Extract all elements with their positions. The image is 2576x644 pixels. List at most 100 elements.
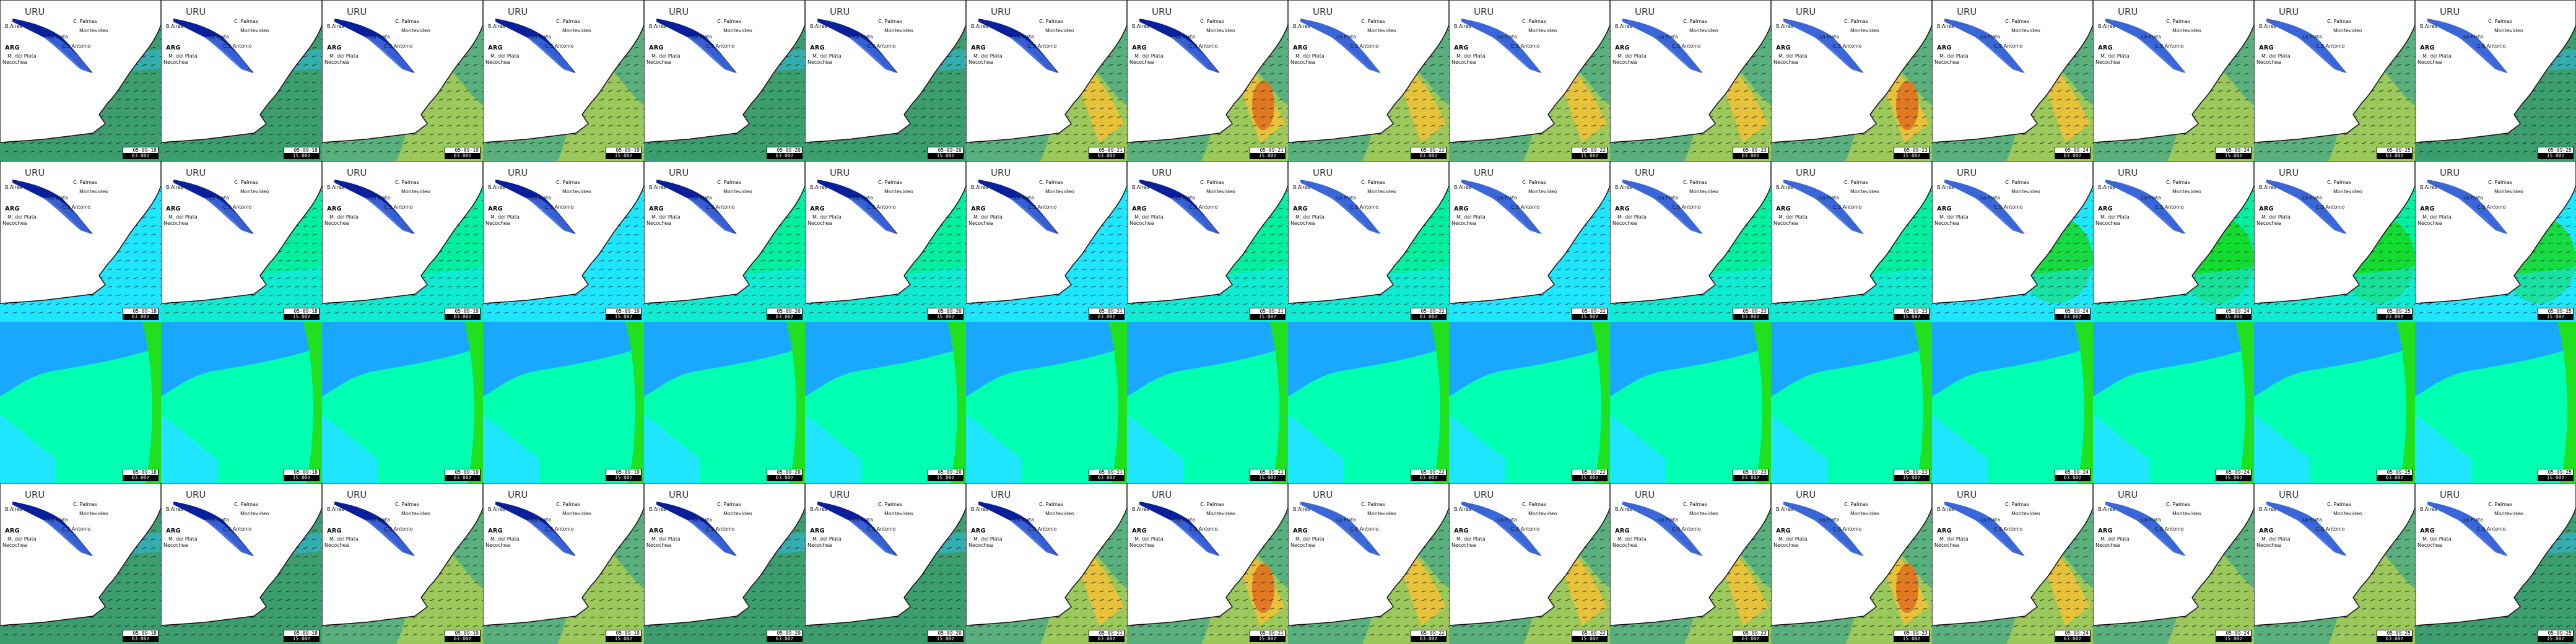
map-canvas [1449, 322, 1610, 483]
map-label-city-colonia: C. Palmas [878, 502, 902, 507]
map-label-city-mar-del-plata: M. del Plata [2261, 214, 2291, 220]
map-label-cape-san-antonio: C.S.Antonio [2155, 43, 2184, 49]
map-canvas [1610, 161, 1771, 322]
map-label-country-north: URU [1313, 6, 1333, 17]
map-label-city-colonia: C. Palmas [2327, 502, 2351, 507]
map-label-country-south: ARG [810, 45, 825, 51]
map-label-country-north: URU [186, 6, 206, 17]
stamp-date: 05-09-18 [123, 630, 157, 636]
map-label-country-south: ARG [1937, 206, 1952, 212]
map-label-city-colonia: C. Palmas [1039, 502, 1063, 507]
map-label-city-mar-del-plata: M. del Plata [1617, 53, 1647, 59]
map-label-cape-san-antonio: C.S.Antonio [384, 43, 413, 49]
map-label-city-montevideo: Montevideo [79, 189, 108, 194]
map-label-city-necochea: Necochea [1934, 220, 1959, 226]
time-stamp: 05-09-22 03:00z [1411, 469, 1447, 481]
stamp-hour: 15:00z [1894, 153, 1929, 159]
map-label-city-mar-del-plata: M. del Plata [1295, 53, 1325, 59]
stamp-hour: 03:00z [1089, 636, 1124, 642]
map-label-city-buenos-aires: B.Aires [971, 507, 988, 512]
time-stamp: 05-09-19 15:00z [606, 147, 642, 159]
map-label-city-mar-del-plata: M. del Plata [1456, 214, 1486, 220]
map-label-city-montevideo: Montevideo [562, 189, 591, 194]
map-canvas [1288, 483, 1449, 644]
map-panel-wave-period-6: 05-09-20 15:00z [805, 322, 966, 483]
map-label-city-buenos-aires: B.Aires [166, 24, 183, 29]
stamp-hour: 03:00z [767, 475, 802, 481]
map-label-city-la-plata: La Plata [853, 517, 873, 523]
map-label-cape-san-antonio: C.S.Antonio [1350, 526, 1379, 532]
map-label-city-montevideo: Montevideo [2494, 28, 2523, 33]
map-label-city-necochea: Necochea [1773, 59, 1798, 65]
time-stamp: 05-09-20 03:00z [767, 630, 803, 642]
map-canvas [0, 161, 161, 322]
map-label-city-necochea: Necochea [2417, 220, 2442, 226]
map-label-city-buenos-aires: B.Aires [1132, 185, 1149, 190]
map-label-city-montevideo: Montevideo [2172, 28, 2201, 33]
map-canvas [1610, 483, 1771, 644]
map-label-country-south: ARG [5, 45, 20, 51]
map-canvas [483, 161, 644, 322]
map-label-country-north: URU [508, 6, 528, 17]
map-label-city-buenos-aires: B.Aires [1293, 185, 1310, 190]
map-label-city-mar-del-plata: M. del Plata [1295, 214, 1325, 220]
time-stamp: 05-09-25 15:00z [2538, 630, 2574, 642]
map-label-city-montevideo: Montevideo [1045, 28, 1074, 33]
map-label-city-colonia: C. Palmas [556, 180, 580, 185]
map-label-city-mar-del-plata: M. del Plata [812, 214, 842, 220]
map-panel-wind-field-11: URU C. Palmas B.Aires Montevideo La Plata C.S… [1610, 0, 1771, 161]
map-label-city-necochea: Necochea [1934, 542, 1959, 548]
map-label-city-mar-del-plata: M. del Plata [2100, 214, 2130, 220]
map-canvas [2093, 0, 2254, 161]
map-label-country-north: URU [1796, 6, 1816, 17]
map-canvas [2254, 161, 2415, 322]
time-stamp: 05-09-25 03:00z [2377, 147, 2413, 159]
map-label-city-necochea: Necochea [968, 542, 993, 548]
map-canvas [0, 322, 161, 483]
map-panel-wave-height-14: URU C. Palmas B.Aires Montevideo La Plata C.S… [2093, 161, 2254, 322]
stamp-date: 05-09-18 [284, 308, 318, 314]
map-label-city-la-plata: La Plata [1336, 517, 1356, 523]
map-label-city-necochea: Necochea [324, 220, 349, 226]
stamp-date: 05-09-22 [1411, 469, 1445, 475]
map-label-city-montevideo: Montevideo [1206, 28, 1235, 33]
stamp-date: 05-09-20 [767, 147, 801, 153]
map-label-cape-san-antonio: C.S.Antonio [2316, 43, 2345, 49]
stamp-hour: 03:00z [2377, 153, 2412, 159]
map-label-city-buenos-aires: B.Aires [488, 507, 505, 512]
map-label-country-south: ARG [1776, 206, 1791, 212]
map-label-city-montevideo: Montevideo [1367, 511, 1396, 516]
map-label-city-montevideo: Montevideo [2333, 189, 2362, 194]
map-label-cape-san-antonio: C.S.Antonio [1672, 204, 1701, 210]
time-stamp: 05-09-24 15:00z [2216, 630, 2252, 642]
map-label-city-necochea: Necochea [2, 59, 27, 65]
map-panel-wind-field-repeat-2: URU C. Palmas B.Aires Montevideo La Plata C.S… [161, 483, 322, 644]
map-label-city-necochea: Necochea [807, 220, 832, 226]
map-canvas [2254, 0, 2415, 161]
map-label-city-mar-del-plata: M. del Plata [812, 536, 842, 542]
map-label-country-south: ARG [488, 45, 503, 51]
map-panel-wind-field-repeat-14: URU C. Palmas B.Aires Montevideo La Plata C.S… [2093, 483, 2254, 644]
map-label-city-mar-del-plata: M. del Plata [329, 214, 359, 220]
stamp-date: 05-09-21 [1089, 630, 1123, 636]
stamp-date: 05-09-23 [1733, 469, 1767, 475]
time-stamp: 05-09-22 15:00z [1572, 308, 1608, 320]
map-label-cape-san-antonio: C.S.Antonio [867, 43, 896, 49]
stamp-hour: 15:00z [284, 636, 319, 642]
map-panel-wind-field-12: URU C. Palmas B.Aires Montevideo La Plata C.S… [1771, 0, 1932, 161]
map-label-city-buenos-aires: B.Aires [5, 185, 22, 190]
time-stamp: 05-09-18 15:00z [284, 308, 320, 320]
stamp-hour: 03:00z [1411, 475, 1446, 481]
map-label-country-north: URU [2118, 6, 2138, 17]
stamp-hour: 03:00z [123, 314, 158, 320]
time-stamp: 05-09-20 03:00z [767, 147, 803, 159]
stamp-hour: 15:00z [606, 636, 641, 642]
map-label-city-colonia: C. Palmas [2488, 502, 2512, 507]
map-label-cape-san-antonio: C.S.Antonio [1994, 204, 2023, 210]
stamp-date: 05-09-18 [284, 147, 318, 153]
map-label-city-colonia: C. Palmas [2005, 19, 2029, 24]
stamp-date: 05-09-24 [2216, 630, 2250, 636]
map-label-city-buenos-aires: B.Aires [649, 24, 666, 29]
map-label-city-la-plata: La Plata [1819, 195, 1839, 201]
